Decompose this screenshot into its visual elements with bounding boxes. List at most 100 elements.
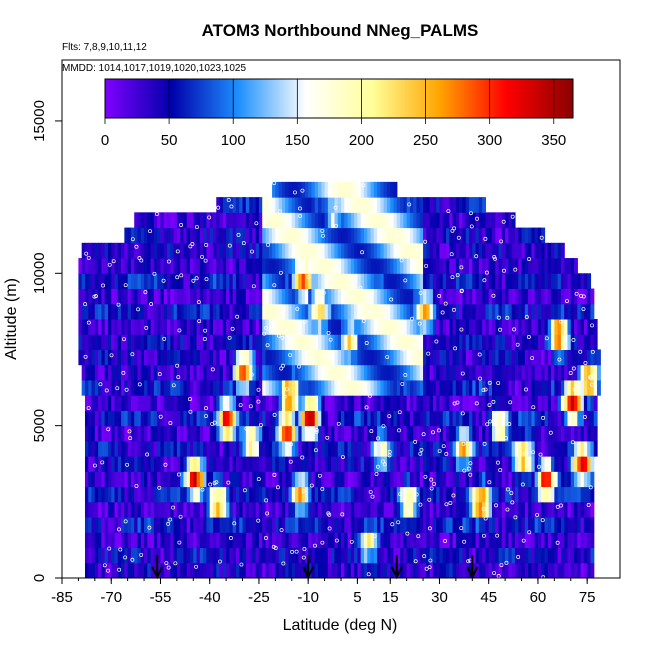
heatmap-cell — [531, 242, 536, 259]
heatmap-cell — [469, 242, 473, 259]
heatmap-cell — [570, 532, 575, 549]
heatmap-cell — [373, 532, 378, 549]
heatmap-cell — [144, 486, 148, 503]
heatmap-cell — [386, 547, 391, 564]
sample-point — [508, 400, 513, 405]
heatmap-cell — [426, 395, 431, 411]
sample-point — [531, 450, 536, 455]
heatmap-cell — [537, 334, 542, 350]
heatmap-cell — [203, 440, 208, 457]
heatmap-cell — [508, 273, 513, 290]
heatmap-cell — [249, 562, 253, 578]
heatmap-cell — [318, 303, 322, 320]
heatmap-cell — [498, 395, 503, 411]
heatmap-cell — [94, 425, 99, 442]
heatmap-cell — [393, 288, 398, 305]
heatmap-cell — [580, 486, 585, 503]
heatmap-cell — [101, 425, 106, 442]
sample-point — [468, 211, 473, 216]
heatmap-cell — [255, 288, 260, 305]
heatmap-cell — [327, 349, 332, 366]
heatmap-cell — [393, 517, 398, 533]
heatmap-cell — [341, 532, 345, 549]
heatmap-cell — [249, 349, 253, 366]
heatmap-cell — [403, 319, 408, 335]
heatmap-cell — [285, 471, 290, 488]
heatmap-cell — [534, 227, 539, 244]
heatmap-cell — [409, 379, 414, 396]
heatmap-cell — [304, 273, 309, 290]
heatmap-cell — [426, 197, 431, 213]
heatmap-cell — [478, 440, 483, 457]
sample-point — [427, 526, 432, 531]
heatmap-cell — [134, 242, 139, 259]
sample-point — [531, 405, 536, 410]
heatmap-cell — [232, 288, 237, 305]
heatmap-cell — [514, 227, 519, 244]
heatmap-cell — [547, 486, 552, 503]
heatmap-cell — [222, 410, 227, 427]
heatmap-cell — [518, 501, 523, 518]
heatmap-cell — [344, 547, 349, 564]
heatmap-cell — [242, 303, 247, 320]
heatmap-cell — [245, 319, 250, 335]
heatmap-cell — [98, 303, 102, 320]
heatmap-cell — [229, 334, 234, 350]
heatmap-cell — [446, 501, 450, 518]
heatmap-cell — [508, 501, 513, 518]
heatmap-cell — [426, 258, 431, 274]
heatmap-cell — [432, 303, 437, 320]
heatmap-cell — [130, 227, 135, 244]
sample-point — [116, 302, 121, 307]
heatmap-cell — [357, 258, 362, 274]
sample-point — [101, 283, 105, 288]
heatmap-cell — [272, 562, 276, 578]
heatmap-cell — [144, 501, 148, 518]
heatmap-cell — [505, 379, 509, 396]
flight-arrow — [302, 555, 315, 580]
heatmap-cell — [350, 349, 355, 366]
heatmap-cell — [390, 288, 395, 305]
heatmap-cell — [367, 410, 372, 427]
heatmap-cell — [449, 212, 454, 229]
sample-point — [513, 267, 518, 272]
heatmap-cell — [255, 334, 260, 350]
heatmap-cell — [278, 303, 283, 320]
heatmap-cell — [203, 212, 208, 229]
heatmap-cell — [311, 440, 316, 457]
heatmap-cell — [400, 471, 404, 488]
heatmap-cell — [390, 547, 395, 564]
heatmap-cell — [153, 440, 158, 457]
heatmap-cell — [406, 303, 411, 320]
heatmap-cell — [318, 517, 322, 533]
heatmap-cell — [193, 319, 198, 335]
sample-point — [387, 453, 392, 458]
heatmap-cell — [304, 379, 309, 396]
heatmap-cell — [580, 364, 585, 381]
heatmap-cell — [311, 364, 316, 381]
heatmap-cell — [508, 303, 513, 320]
heatmap-cell — [386, 197, 391, 213]
sample-point — [334, 223, 339, 228]
heatmap-cell — [347, 486, 352, 503]
sample-point — [429, 477, 434, 482]
heatmap-cell — [478, 242, 483, 259]
heatmap-cell — [206, 227, 211, 244]
heatmap-cell — [84, 258, 89, 274]
sample-point — [326, 367, 331, 372]
heatmap-cell — [518, 334, 523, 350]
heatmap-cell — [521, 258, 526, 274]
heatmap-cell — [308, 349, 313, 366]
heatmap-cell — [212, 456, 217, 472]
heatmap-cell — [304, 471, 309, 488]
heatmap-cell — [350, 181, 355, 198]
heatmap-cell — [465, 440, 470, 457]
sample-point — [109, 353, 114, 358]
heatmap-cell — [219, 486, 224, 503]
heatmap-cell — [570, 501, 575, 518]
heatmap-cell — [285, 440, 290, 457]
heatmap-cell — [255, 319, 260, 335]
heatmap-cell — [183, 319, 188, 335]
heatmap-cell — [482, 303, 487, 320]
heatmap-cell — [357, 547, 362, 564]
